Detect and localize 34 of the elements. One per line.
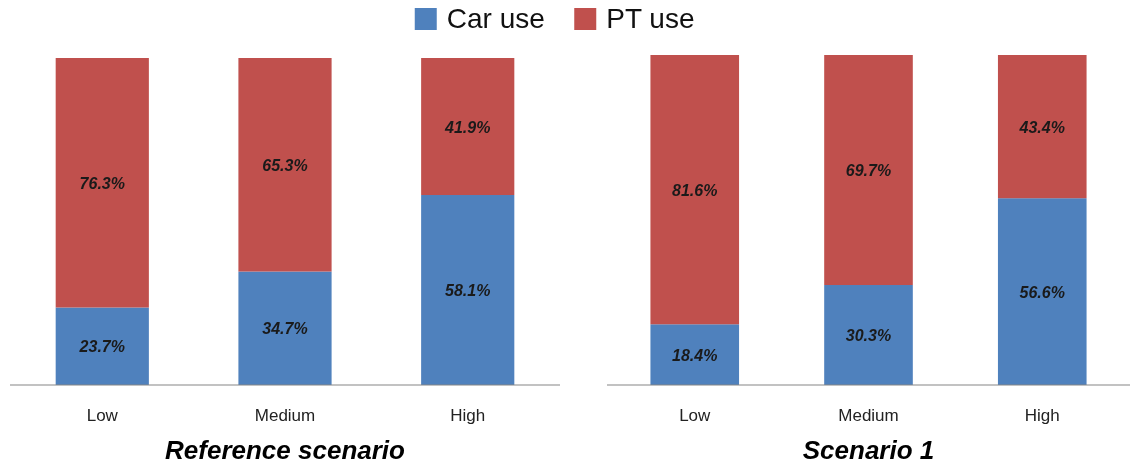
bar <box>650 55 740 325</box>
data-label: 43.4% <box>1018 118 1065 136</box>
bar <box>421 195 515 385</box>
legend-label: PT use <box>606 3 695 34</box>
x-tick-label: High <box>1024 406 1060 425</box>
bar <box>824 285 913 385</box>
data-label: 30.3% <box>845 327 892 345</box>
bar <box>238 271 332 385</box>
bar <box>650 324 740 385</box>
text: Reference scenario <box>165 435 406 465</box>
data-label: 34.7% <box>262 320 308 338</box>
bar <box>997 55 1087 199</box>
bar <box>55 58 149 308</box>
bar <box>55 307 149 385</box>
x-tick-label: High <box>450 406 486 425</box>
bar <box>238 58 332 272</box>
x-tick-label: Low <box>679 406 712 425</box>
data-label: 56.6% <box>1019 283 1065 301</box>
bar <box>824 55 913 286</box>
bar <box>421 58 515 196</box>
bar <box>997 198 1087 385</box>
data-label: 81.6% <box>672 181 718 199</box>
data-label: 69.7% <box>845 162 892 180</box>
legend-label: Car use <box>446 3 545 34</box>
data-label: 23.7% <box>78 338 125 356</box>
data-label: 76.3% <box>79 174 125 192</box>
x-tick-label: Medium <box>838 406 899 425</box>
data-label: 41.9% <box>444 118 491 136</box>
x-tick-label: Low <box>86 406 119 425</box>
data-label: 18.4% <box>672 346 718 364</box>
x-tick-label: Medium <box>254 406 316 425</box>
text: Scenario 1 <box>802 435 935 465</box>
data-label: 65.3% <box>262 156 308 174</box>
data-label: 58.1% <box>445 282 491 300</box>
